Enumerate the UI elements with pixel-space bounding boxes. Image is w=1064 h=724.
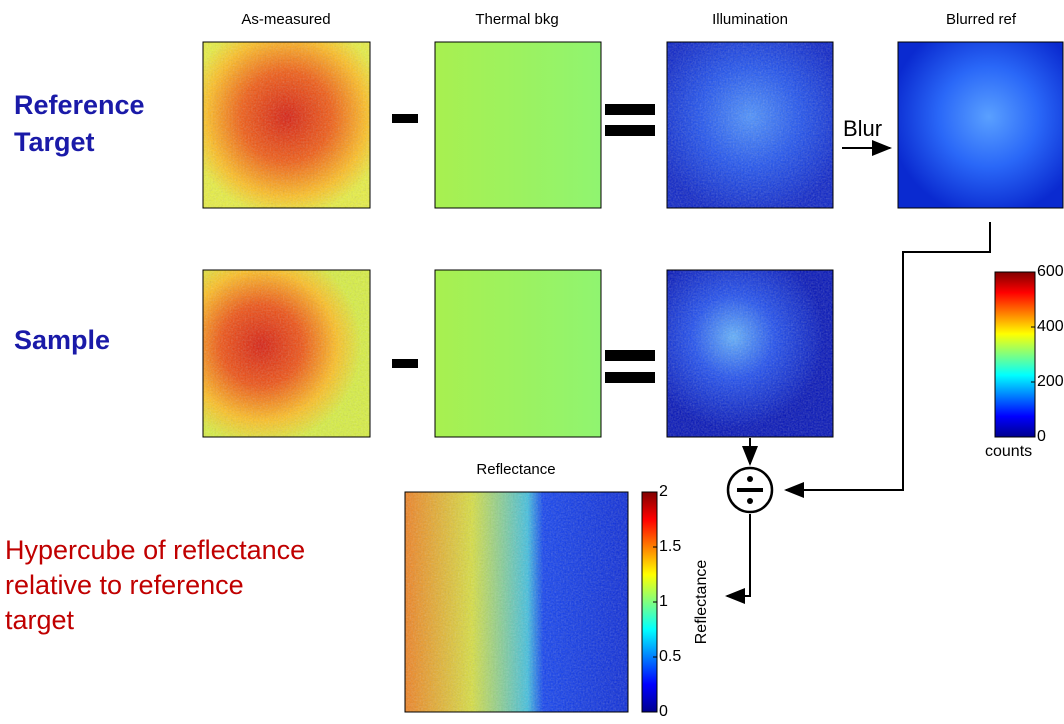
colorbar-tick-label: 0 xyxy=(659,703,668,720)
image-panel xyxy=(667,270,833,437)
image-panel xyxy=(898,42,1063,208)
colorbar-tick-label: 1.5 xyxy=(659,538,681,555)
counts-colorbar xyxy=(995,272,1035,437)
column-title: Illumination xyxy=(712,11,788,28)
colorbar-tick-label: 0 xyxy=(1037,428,1046,445)
colorbar-tick-label: 4000 xyxy=(1037,318,1064,335)
image-panel xyxy=(435,270,601,437)
colorbar-label: Reflectance xyxy=(693,560,710,645)
column-title: As-measured xyxy=(241,11,330,28)
row-label: Reference xyxy=(14,90,145,120)
colorbar-tick-label: 2 xyxy=(659,483,668,500)
row-label: Sample xyxy=(14,325,110,355)
colorbar-tick-label: 0.5 xyxy=(659,648,681,665)
figure: As-measured Thermal bkg Illumination Blu… xyxy=(0,0,1064,724)
image-panel xyxy=(405,492,628,712)
colorbar-tick-label: 1 xyxy=(659,593,668,610)
colorbar-label: counts xyxy=(985,443,1032,460)
caption-line: target xyxy=(5,605,75,635)
column-title: Thermal bkg xyxy=(475,11,558,28)
caption-line: relative to reference xyxy=(5,570,244,600)
caption-line: Hypercube of reflectance xyxy=(5,535,305,565)
divide-symbol xyxy=(728,468,772,512)
colorbar-tick-label: 6000 xyxy=(1037,263,1064,280)
column-title: Blurred ref xyxy=(946,11,1017,28)
image-panel xyxy=(435,42,601,208)
image-panel xyxy=(203,42,370,208)
image-panel xyxy=(667,42,833,208)
image-title: Reflectance xyxy=(476,461,555,478)
image-panel xyxy=(203,270,370,437)
blur-label: Blur xyxy=(843,116,882,141)
arrow xyxy=(727,514,750,596)
row-label: Target xyxy=(14,127,95,157)
